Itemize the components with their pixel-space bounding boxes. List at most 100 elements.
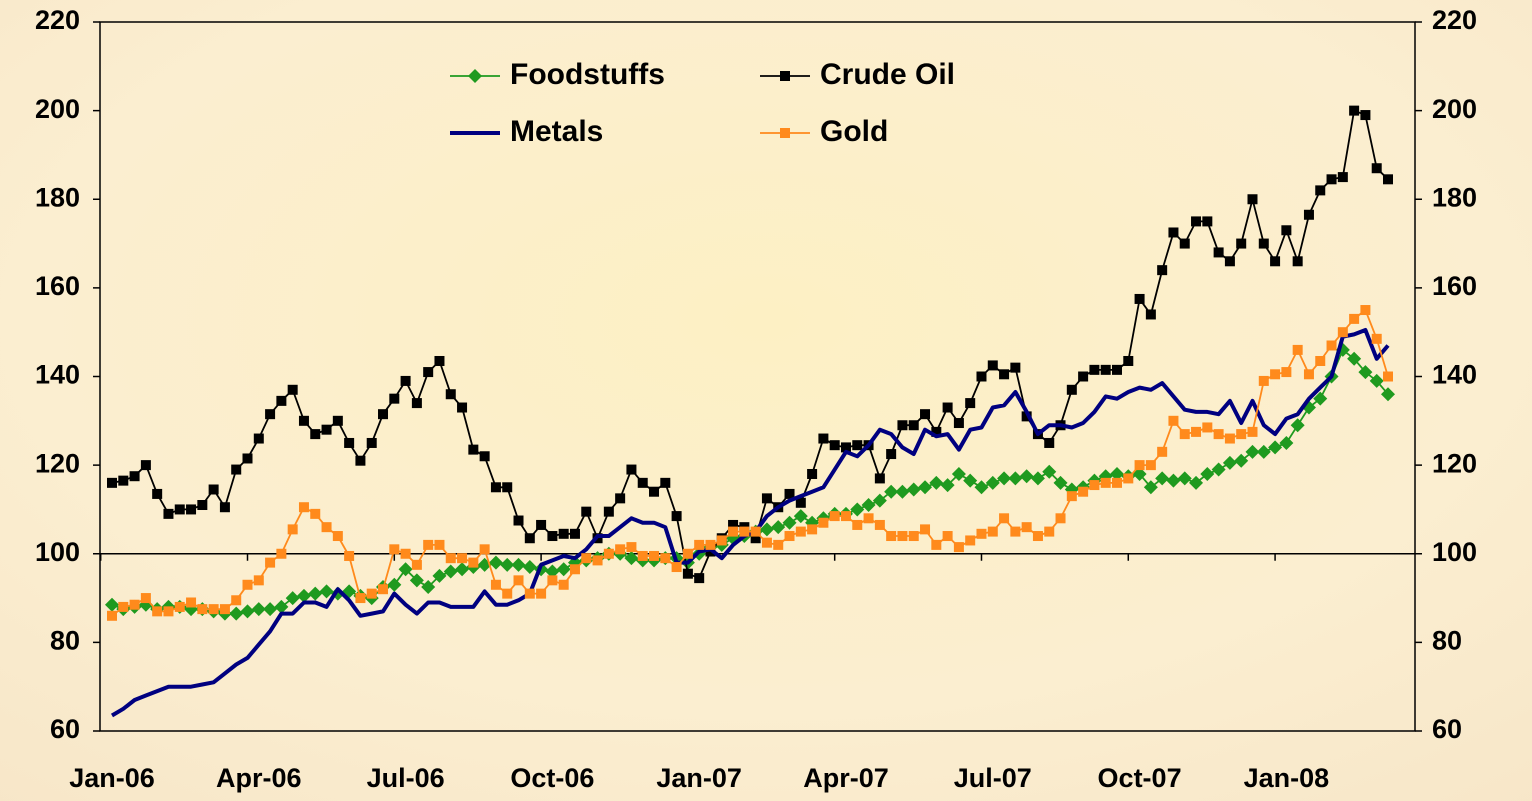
point-marker	[872, 493, 887, 508]
y-tick-label: 220	[35, 5, 80, 35]
point-marker	[231, 595, 242, 606]
point-marker	[1100, 364, 1111, 375]
point-marker	[366, 588, 377, 599]
y-tick-label: 100	[35, 537, 80, 567]
point-marker	[1222, 455, 1237, 470]
point-marker	[400, 375, 411, 386]
point-marker	[682, 568, 693, 579]
point-marker	[999, 369, 1010, 380]
point-marker	[569, 564, 580, 575]
point-marker	[929, 475, 944, 490]
point-marker	[660, 553, 671, 564]
point-marker	[1179, 238, 1190, 249]
point-marker	[251, 602, 266, 617]
point-marker	[852, 440, 863, 451]
x-tick-label: Jul-06	[367, 763, 445, 793]
point-marker	[287, 384, 298, 395]
y-tick-label: 140	[35, 360, 80, 390]
point-marker	[728, 526, 739, 537]
point-marker	[716, 535, 727, 546]
point-marker	[671, 562, 682, 573]
point-marker	[1044, 437, 1055, 448]
point-marker	[558, 528, 569, 539]
y2-tick-label: 60	[1432, 714, 1462, 744]
point-marker	[1292, 256, 1303, 267]
point-marker	[920, 409, 931, 420]
point-marker	[1270, 256, 1281, 267]
point-marker	[545, 564, 560, 579]
point-marker	[366, 437, 377, 448]
point-marker	[231, 464, 242, 475]
point-marker	[908, 531, 919, 542]
point-marker	[660, 477, 671, 488]
point-marker	[500, 557, 515, 572]
point-marker	[118, 601, 129, 612]
point-marker	[985, 475, 1000, 490]
point-marker	[163, 606, 174, 617]
point-marker	[807, 524, 818, 535]
point-marker	[457, 402, 468, 413]
point-marker	[321, 424, 332, 435]
point-marker	[445, 389, 456, 400]
point-marker	[1030, 471, 1045, 486]
point-marker	[140, 593, 151, 604]
point-marker	[511, 557, 526, 572]
point-marker	[1109, 466, 1124, 481]
point-marker	[208, 484, 219, 495]
point-marker	[649, 486, 660, 497]
point-marker	[423, 539, 434, 550]
x-tick-label: Jan-06	[69, 763, 155, 793]
point-marker	[1326, 174, 1337, 185]
y-tick-label: 160	[35, 271, 80, 301]
point-marker	[344, 437, 355, 448]
point-marker	[488, 555, 503, 570]
x-tick-label: Oct-07	[1098, 763, 1182, 793]
point-marker	[795, 497, 806, 508]
point-marker	[931, 426, 942, 437]
point-marker	[536, 588, 547, 599]
point-marker	[1213, 429, 1224, 440]
point-marker	[556, 562, 571, 577]
point-marker	[310, 508, 321, 519]
point-marker	[997, 471, 1012, 486]
point-marker	[918, 480, 933, 495]
point-marker	[197, 500, 208, 511]
point-marker	[906, 482, 921, 497]
point-marker	[1089, 480, 1100, 491]
point-marker	[637, 477, 648, 488]
point-marker	[615, 493, 626, 504]
point-marker	[1236, 429, 1247, 440]
point-marker	[649, 550, 660, 561]
point-marker	[1381, 387, 1395, 402]
x-tick-label: Jan-08	[1244, 763, 1330, 793]
point-marker	[524, 588, 535, 599]
point-marker	[750, 526, 761, 537]
y-tick-label: 80	[50, 626, 80, 656]
point-marker	[807, 468, 818, 479]
point-marker	[942, 531, 953, 542]
point-marker	[344, 550, 355, 561]
point-marker	[953, 542, 964, 553]
point-marker	[1191, 426, 1202, 437]
point-marker	[963, 473, 978, 488]
point-marker	[603, 548, 614, 559]
point-marker	[240, 604, 255, 619]
point-marker	[524, 533, 535, 544]
point-marker	[603, 506, 614, 517]
point-marker	[615, 544, 626, 555]
y2-tick-label: 140	[1432, 360, 1477, 390]
point-marker	[1281, 367, 1292, 378]
point-marker	[1315, 355, 1326, 366]
point-marker	[479, 451, 490, 462]
point-marker	[895, 484, 910, 499]
x-tick-label: Oct-06	[510, 763, 594, 793]
point-marker	[107, 610, 117, 621]
x-tick-label: Apr-06	[216, 763, 302, 793]
point-marker	[1008, 471, 1023, 486]
point-marker	[400, 548, 411, 559]
point-marker	[242, 453, 253, 464]
point-marker	[129, 599, 140, 610]
point-marker	[1123, 355, 1134, 366]
point-marker	[432, 568, 447, 583]
